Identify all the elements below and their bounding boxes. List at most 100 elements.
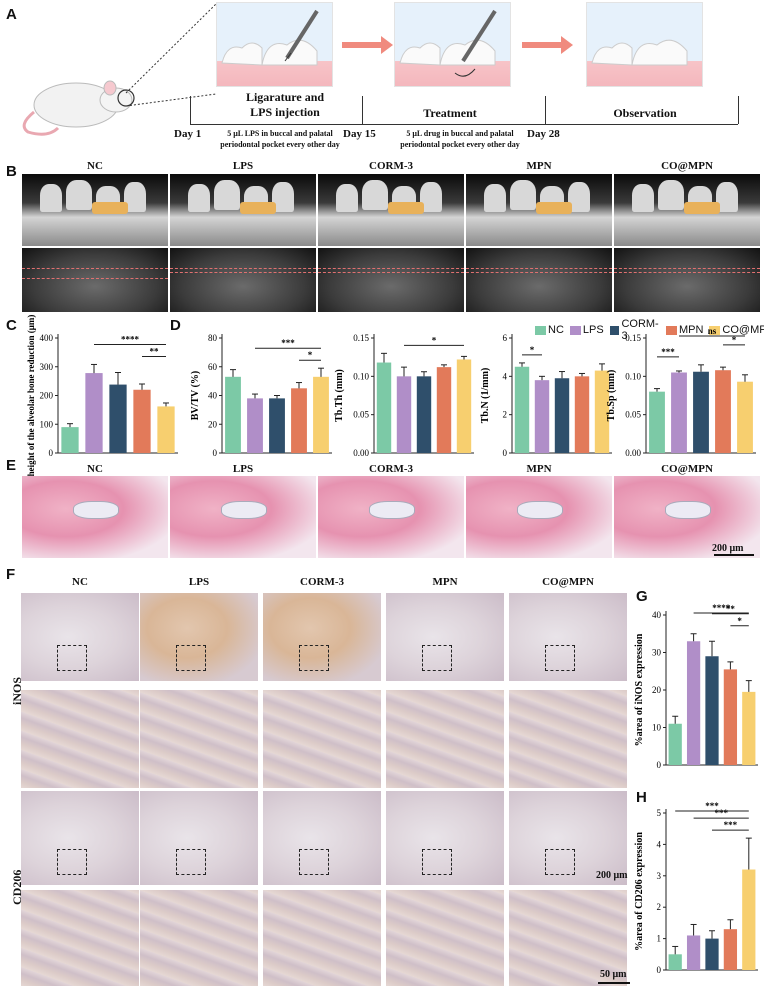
row-label-cd206: CD206 <box>10 869 24 905</box>
legend-item-mpn: MPN <box>665 318 704 342</box>
he-scale-label: 200 μm <box>712 543 744 554</box>
ihc-inos-high-co-mpn <box>508 689 628 789</box>
chart-h-ytick-label-2: 2 <box>657 902 662 912</box>
ihc-inos-zoom-box-nc <box>57 645 87 671</box>
chart-d2-ytick-label-0: 0.00 <box>353 448 369 458</box>
stage-observation-label: Observation <box>613 106 677 120</box>
legend-swatch-co-mpn <box>709 325 721 335</box>
chart-d3-bar-corm-3 <box>554 378 570 453</box>
timeline-tick-2 <box>362 96 363 124</box>
scene-observation <box>586 2 703 87</box>
chart-g-sig-label-0: * <box>737 616 742 626</box>
chart-d1-bar-corm-3 <box>269 398 285 453</box>
teeth-syringe-icon-2 <box>399 9 497 77</box>
chart-d3-ytick-label-3: 6 <box>503 333 508 343</box>
ihc-cd206-low-co-mpn <box>508 790 628 886</box>
chart-d2-bar-corm-3 <box>416 376 432 453</box>
he-label-corm-3: CORM-3 <box>369 463 413 475</box>
ct-3d-nc <box>22 174 168 246</box>
chart-g-ytick-label-4: 40 <box>652 610 662 620</box>
he-image-mpn <box>466 476 612 558</box>
he-label-nc: NC <box>87 463 103 475</box>
chart-c-ylabel: height of the alveolar bone reduction (μ… <box>26 315 36 477</box>
chart-d1-ytick-label-3: 60 <box>208 362 218 372</box>
legend-text-corm-3: CORM-3 <box>621 318 659 342</box>
chart-d3-bar-co-mpn <box>594 370 610 453</box>
day15-label: Day 15 <box>343 128 376 140</box>
chart-c-bar-lps <box>85 373 103 453</box>
chart-g-ytick-label-2: 20 <box>652 685 662 695</box>
chart-d1-sig-label-1: *** <box>281 338 295 348</box>
panel-letter-b: B <box>6 163 17 180</box>
arrow-1 <box>342 36 393 54</box>
ct-3d-co-mpn <box>614 174 760 246</box>
day1-label: Day 1 <box>174 128 202 140</box>
ihc-scale-200: 200 μm <box>596 870 628 881</box>
chart-c-bar-co-mpn <box>157 406 175 453</box>
legend-text-lps: LPS <box>582 324 604 336</box>
chart-h-bar-lps <box>686 935 701 970</box>
chart-g-ytick-label-3: 30 <box>652 648 662 658</box>
chart-g-bar-nc <box>668 723 682 765</box>
chart-c-ytick-label-3: 300 <box>40 362 54 372</box>
chart-d3-ytick-label-1: 2 <box>503 410 508 420</box>
he-label-lps: LPS <box>232 463 254 475</box>
note-drug: 5 μL drug in buccal and palatal periodon… <box>400 129 520 149</box>
chart-d2-ytick-label-3: 0.15 <box>353 333 369 343</box>
chart-h-bar-mpn <box>723 929 738 970</box>
panel-letter-g: G <box>636 588 648 605</box>
he-scale-bar <box>714 554 754 556</box>
ct-section-mpn <box>466 248 612 312</box>
ihc-label-corm-3: CORM-3 <box>300 576 344 588</box>
ihc-inos-zoom-box-co-mpn <box>545 645 575 671</box>
he-label-mpn: MPN <box>526 463 552 475</box>
ct-label-lps: LPS <box>232 160 254 172</box>
ihc-inos-low-co-mpn <box>508 592 628 682</box>
chart-h-bar-corm-3 <box>705 938 719 970</box>
teeth-syringe-icon <box>221 9 319 66</box>
legend-text-nc: NC <box>548 324 564 336</box>
ihc-label-lps: LPS <box>188 576 210 588</box>
chart-g-bar-corm-3 <box>705 656 719 765</box>
chart-d2-bar-lps <box>396 376 412 453</box>
note-lps: 5 μL LPS in buccal and palatal periodont… <box>220 129 340 149</box>
chart-d4-sig-label-0: *** <box>661 347 675 357</box>
ihc-cd206-zoom-box-mpn <box>422 849 452 875</box>
panel-letter-c: C <box>6 317 17 334</box>
ihc-cd206-low-lps <box>139 790 259 886</box>
panel-letter-e: E <box>6 457 17 474</box>
chart-g-bar-lps <box>686 641 701 765</box>
chart-h-sig-label-2: *** <box>705 801 719 811</box>
ihc-label-mpn: MPN <box>432 576 458 588</box>
chart-c-ytick-label-0: 0 <box>49 448 54 458</box>
chart-h-ylabel: %area of CD206 expression <box>634 832 645 951</box>
chart-h-ytick-label-3: 3 <box>657 871 662 881</box>
ct-section-co-mpn <box>614 248 760 312</box>
chart-d1-sig-label-0: * <box>308 350 313 360</box>
ihc-cd206-low-nc <box>20 790 140 886</box>
ihc-cd206-high-lps <box>139 889 259 987</box>
chart-d4-ytick-label-0: 0.00 <box>625 448 641 458</box>
chart-h-bar-nc <box>668 954 682 970</box>
ihc-inos-low-nc <box>20 592 140 682</box>
chart-g-ytick-label-1: 10 <box>652 723 662 733</box>
chart-d1-bar-co-mpn <box>313 376 329 453</box>
legend-text-mpn: MPN <box>678 324 704 336</box>
legend-item-co-mpn: CO@MPN <box>709 318 764 342</box>
ct-label-co-mpn: CO@MPN <box>661 160 713 172</box>
chart-h-ytick-label-5: 5 <box>657 808 662 818</box>
legend-swatch-lps <box>569 325 581 335</box>
chart-d1-ylabel: BV/TV (%) <box>190 371 201 421</box>
chart-g-sig-label-2: **** <box>712 603 731 613</box>
ihc-inos-zoom-box-mpn <box>422 645 452 671</box>
chart-c-sig-label-0: ** <box>150 346 160 356</box>
ihc-cd206-low-mpn <box>385 790 505 886</box>
panel-letter-f: F <box>6 566 16 583</box>
ct-section-corm-3 <box>318 248 464 312</box>
row-label-inos: iNOS <box>10 676 24 705</box>
ihc-scale-50: 50 μm <box>600 969 627 980</box>
ihc-inos-low-mpn <box>385 592 505 682</box>
scene-ligature <box>216 2 333 87</box>
chart-h-ytick-label-1: 1 <box>657 934 662 944</box>
legend-swatch-corm-3 <box>609 325 620 335</box>
